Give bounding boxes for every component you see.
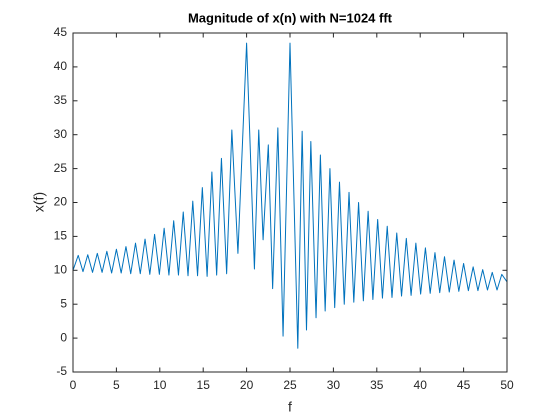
y-axis-label: x(f) (31, 192, 47, 212)
y-tick-label: 25 (54, 161, 68, 175)
y-tick-label: 5 (60, 296, 67, 310)
y-tick-label: 0 (60, 330, 67, 344)
x-axis-label: f (288, 399, 292, 415)
axes-box (72, 32, 508, 373)
y-tick-label: 35 (54, 93, 68, 107)
x-tick-label: 15 (197, 378, 211, 392)
y-tick-label: 20 (54, 195, 68, 209)
y-tick-label: 15 (54, 229, 68, 243)
x-tick-label: 20 (240, 378, 254, 392)
x-tick-label: 0 (70, 378, 77, 392)
x-tick-label: 50 (500, 378, 514, 392)
x-tick-label: 30 (327, 378, 341, 392)
x-tick-label: 5 (113, 378, 120, 392)
y-tick-label: 45 (54, 25, 68, 39)
y-tick-label: -5 (56, 364, 67, 378)
x-tick-label: 25 (283, 378, 297, 392)
y-tick-label: 30 (54, 127, 68, 141)
x-tick-label: 10 (153, 378, 167, 392)
x-tick-label: 45 (457, 378, 471, 392)
y-tick-label: 10 (54, 262, 68, 276)
y-tick-label: 40 (54, 59, 68, 73)
x-tick-label: 40 (414, 378, 428, 392)
x-tick-label: 35 (370, 378, 384, 392)
chart-title: Magnitude of x(n) with N=1024 fft (188, 10, 393, 25)
data-line (72, 42, 508, 349)
